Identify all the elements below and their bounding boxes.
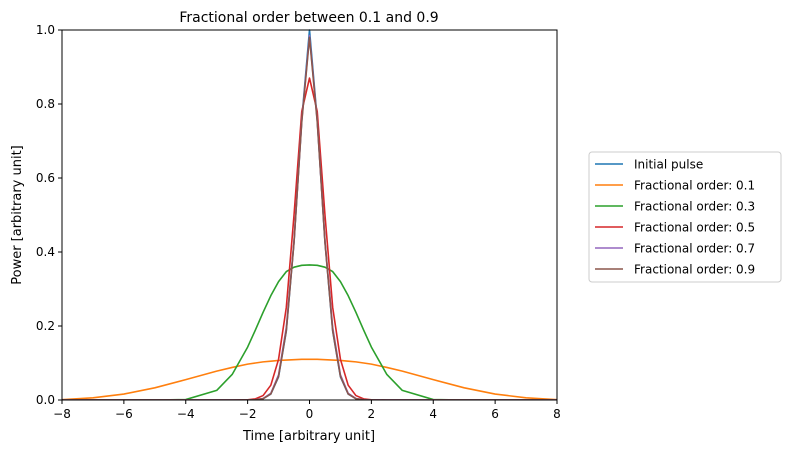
y-axis: 0.0 0.2 0.4 0.6 0.8 1.0 <box>36 23 62 407</box>
y-tick-label: 0.8 <box>36 97 55 111</box>
plot-area-frame <box>61 29 558 401</box>
legend-label-3: Fractional order: 0.5 <box>634 221 755 235</box>
series-line-1 <box>62 358 557 400</box>
y-tick-label: 0.6 <box>36 171 55 185</box>
legend-label-0: Initial pulse <box>634 158 703 172</box>
x-tick-label: 2 <box>368 407 376 421</box>
series-line-3 <box>62 77 557 400</box>
series-line-0 <box>62 29 557 400</box>
x-tick-label: 4 <box>429 407 437 421</box>
x-tick-label: 6 <box>491 407 499 421</box>
series-line-5 <box>62 36 557 400</box>
y-tick-label: 0.2 <box>36 319 55 333</box>
series-line-2 <box>62 264 557 400</box>
series-line-4 <box>62 34 557 400</box>
y-tick-label: 1.0 <box>36 23 55 37</box>
x-axis: −8 −6 −4 −2 0 2 4 6 8 <box>53 400 561 421</box>
x-tick-label: 8 <box>553 407 561 421</box>
x-axis-label: Time [arbitrary unit] <box>242 429 375 444</box>
x-tick-label: −4 <box>177 407 195 421</box>
legend-label-4: Fractional order: 0.7 <box>634 242 755 256</box>
y-axis-label: Power [arbitrary unit] <box>10 145 25 285</box>
y-tick-label: 0.4 <box>36 245 55 259</box>
legend-label-2: Fractional order: 0.3 <box>634 200 755 214</box>
legend: Initial pulse Fractional order: 0.1 Fracti… <box>588 151 782 283</box>
legend-frame <box>588 151 782 283</box>
x-tick-label: 0 <box>306 407 314 421</box>
chart-title: Fractional order between 0.1 and 0.9 <box>179 10 438 26</box>
legend-label-1: Fractional order: 0.1 <box>634 179 755 193</box>
legend-label-5: Fractional order: 0.9 <box>634 263 755 277</box>
x-tick-label: −6 <box>115 407 133 421</box>
x-tick-label: −2 <box>239 407 257 421</box>
plot-lines <box>62 29 557 400</box>
x-tick-label: −8 <box>53 407 71 421</box>
y-tick-label: 0.0 <box>36 393 55 407</box>
